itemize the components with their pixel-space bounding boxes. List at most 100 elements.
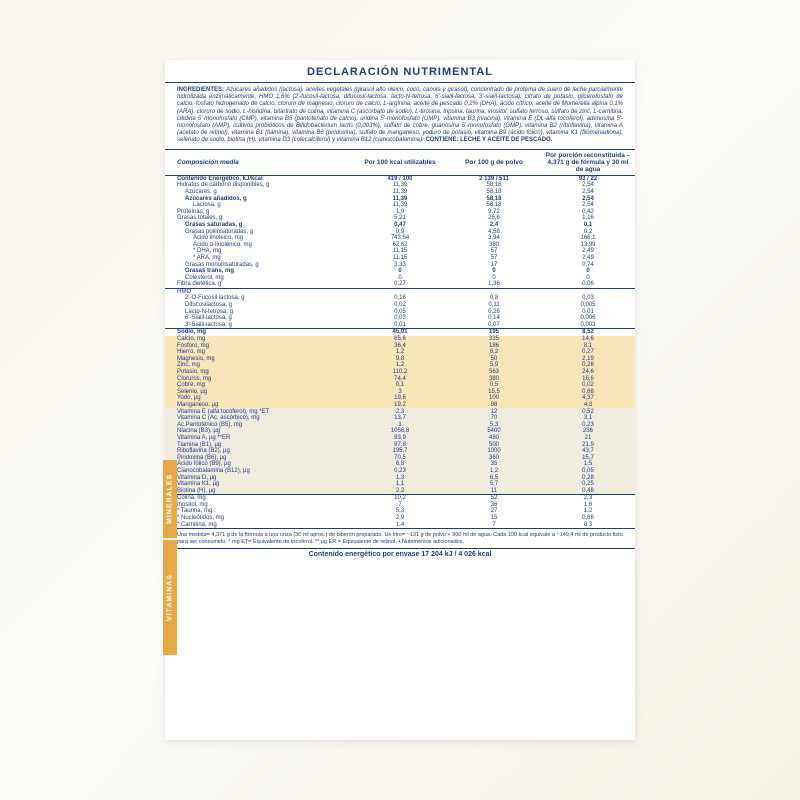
row-value: 166,1 bbox=[541, 235, 635, 242]
row-value: 21 bbox=[541, 435, 635, 442]
row-value: 0,07 bbox=[447, 322, 541, 329]
row-value: 0,48 bbox=[541, 487, 635, 494]
row-value: 0,11 bbox=[447, 302, 541, 309]
table-row: Tiamina (B1), µg97,850021,9 bbox=[165, 441, 635, 448]
row-value: 43,7 bbox=[541, 448, 635, 455]
table-row: Riboflavina (B2), µg195,7100043,7 bbox=[165, 448, 635, 455]
ingredients-text: Azúcares añadidos (lactosa), aceites veg… bbox=[177, 87, 623, 143]
row-value: 110,2 bbox=[353, 369, 447, 376]
row-value: 11,39 bbox=[353, 195, 447, 202]
table-row: Vitamina D, µg1,36,50,28 bbox=[165, 474, 635, 481]
row-value: 2,9 bbox=[353, 515, 447, 522]
row-value: 0,25 bbox=[541, 481, 635, 488]
table-row: Niacina (B3), µg1056,85400236 bbox=[165, 428, 635, 435]
row-value: 58,18 bbox=[447, 195, 541, 202]
row-value: 743,64 bbox=[353, 235, 447, 242]
row-value: 2,49 bbox=[541, 248, 635, 255]
row-value: 0,26 bbox=[541, 362, 635, 369]
row-value: 7 bbox=[353, 502, 447, 509]
table-row: Vitamina K1, µg1,15,70,25 bbox=[165, 481, 635, 488]
row-value: 563 bbox=[447, 369, 541, 376]
row-value: 1,5 bbox=[541, 461, 635, 468]
row-value: 50 bbox=[447, 356, 541, 363]
table-row: Colina, mg10,2522,3 bbox=[165, 495, 635, 502]
row-label: Azúcares añadidos, g bbox=[165, 195, 353, 202]
nutrition-table: Composición media Por 100 kcal utilizabl… bbox=[165, 150, 635, 528]
row-label: Cianocobalamina (B12), µg bbox=[165, 468, 353, 475]
row-label: Vitamina K1, µg bbox=[165, 481, 353, 488]
vitamins-sidebar: VITAMINAS bbox=[163, 540, 177, 655]
row-value: 8,1 bbox=[541, 342, 635, 349]
row-value: 15,5 bbox=[447, 389, 541, 396]
row-value: 2,54 bbox=[541, 195, 635, 202]
table-row: Lactosa, g11,3958,182,54 bbox=[165, 202, 635, 209]
row-label: Calcio, mg bbox=[165, 336, 353, 343]
row-value: 0,14 bbox=[447, 315, 541, 322]
row-label: Azúcares, g bbox=[165, 189, 353, 196]
row-value: 1056,8 bbox=[353, 428, 447, 435]
row-value: 186 bbox=[447, 342, 541, 349]
row-value: 2,54 bbox=[541, 182, 635, 189]
table-row: Vitamina E (alfa tocoferol), mg *ET2,312… bbox=[165, 408, 635, 415]
row-value: 2 139 / 511 bbox=[447, 175, 541, 182]
row-value: 0,9 bbox=[353, 228, 447, 235]
ingredients-label: INGREDIENTES: bbox=[177, 87, 226, 93]
row-value: 480 bbox=[447, 435, 541, 442]
row-value: 0 bbox=[447, 274, 541, 281]
row-value: 93 / 22 bbox=[541, 175, 635, 182]
row-value: 15,7 bbox=[541, 454, 635, 461]
row-value: 2,54 bbox=[541, 202, 635, 209]
row-value: 19,6 bbox=[353, 395, 447, 402]
row-label: * Nucleótidos, mg bbox=[165, 515, 353, 522]
table-row: Hidratos de carbono disponibles, g11,395… bbox=[165, 182, 635, 189]
row-value: 74,4 bbox=[353, 375, 447, 382]
row-value: 70 bbox=[447, 415, 541, 422]
row-value: 1 bbox=[353, 421, 447, 428]
row-label: Niacina (B3), µg bbox=[165, 428, 353, 435]
row-value bbox=[447, 288, 541, 295]
table-row: Ácido α-linolénico, mg62,6238013,99 bbox=[165, 241, 635, 248]
row-value bbox=[541, 288, 635, 295]
row-value: 0,006 bbox=[541, 315, 635, 322]
row-value: 1,2 bbox=[541, 508, 635, 515]
row-value: 5,7 bbox=[447, 481, 541, 488]
row-value: 1,4 bbox=[353, 521, 447, 528]
row-label: Fósforo, mg bbox=[165, 342, 353, 349]
row-value: 97,8 bbox=[353, 441, 447, 448]
row-value: 1,2 bbox=[353, 349, 447, 356]
row-label: Tiamina (B1), µg bbox=[165, 441, 353, 448]
row-label: Difucosilactosa, g bbox=[165, 302, 353, 309]
table-row: Manganeso, µg19,2984,3 bbox=[165, 402, 635, 409]
row-value: 13,99 bbox=[541, 241, 635, 248]
row-label: Yodo, µg bbox=[165, 395, 353, 402]
row-value: 5,3 bbox=[447, 421, 541, 428]
row-value: 19,2 bbox=[353, 402, 447, 409]
row-value: 236 bbox=[541, 428, 635, 435]
row-label: Hierro, mg bbox=[165, 349, 353, 356]
row-label: Ácido fólico (B9), µg bbox=[165, 461, 353, 468]
row-value: 0 bbox=[447, 268, 541, 275]
row-value: 11,15 bbox=[353, 255, 447, 262]
row-value: 16,6 bbox=[541, 375, 635, 382]
row-value: 11,39 bbox=[353, 182, 447, 189]
row-value: 0,47 bbox=[353, 222, 447, 229]
table-row: Potasio, mg110,256324,6 bbox=[165, 369, 635, 376]
row-label: Magnesio, mg bbox=[165, 356, 353, 363]
header-row: Composición media Por 100 kcal utilizabl… bbox=[165, 150, 635, 176]
table-row: Contenido Energético, kJ/kcal419 / 1002 … bbox=[165, 175, 635, 182]
row-value: 1,9 bbox=[353, 208, 447, 215]
hdr-2: Por 100 g de polvo bbox=[447, 150, 541, 176]
table-row: Azúcares, g11,3958,182,54 bbox=[165, 189, 635, 196]
table-row: Azúcares añadidos, g11,3958,182,54 bbox=[165, 195, 635, 202]
row-value: 0,01 bbox=[353, 322, 447, 329]
row-value: 0,05 bbox=[541, 468, 635, 475]
row-label: Manganeso, µg bbox=[165, 402, 353, 409]
table-row: Fósforo, mg36,41868,1 bbox=[165, 342, 635, 349]
row-value: 0,2 bbox=[541, 228, 635, 235]
row-value: 6,5 bbox=[447, 474, 541, 481]
row-value: 0,42 bbox=[541, 208, 635, 215]
row-label: Fibra dietética, g bbox=[165, 281, 353, 288]
row-value: 0,27 bbox=[541, 349, 635, 356]
row-value: 0,52 bbox=[541, 408, 635, 415]
row-value: 0,1 bbox=[353, 382, 447, 389]
